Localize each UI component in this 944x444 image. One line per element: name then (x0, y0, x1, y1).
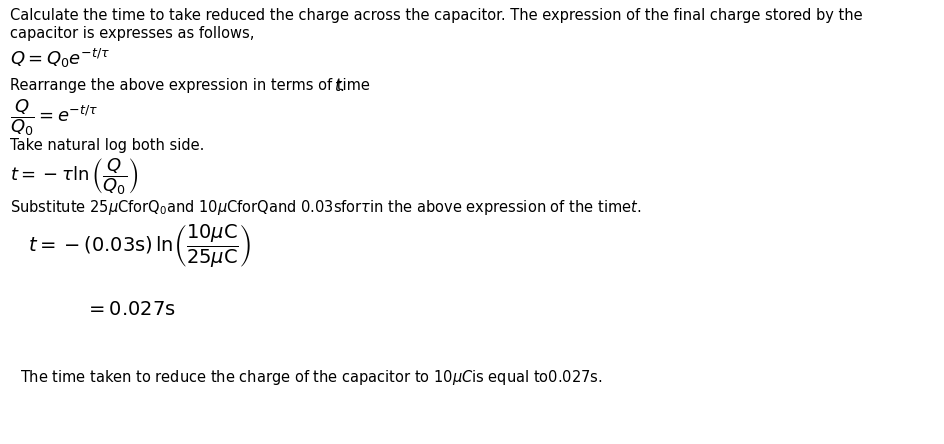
Text: Rearrange the above expression in terms of time: Rearrange the above expression in terms … (10, 78, 369, 93)
Text: $Q = Q_0 e^{-t/\tau}$: $Q = Q_0 e^{-t/\tau}$ (10, 47, 110, 70)
Text: $\dfrac{Q}{Q_0} = e^{-t/\tau}$: $\dfrac{Q}{Q_0} = e^{-t/\tau}$ (10, 97, 98, 138)
Text: Take natural log both side.: Take natural log both side. (10, 138, 204, 153)
Text: $= 0.027\mathrm{s}$: $= 0.027\mathrm{s}$ (85, 300, 176, 319)
Text: Substitute $25\mu$CforQ$_0$and $10\mu$CforQand 0.03sfor$\tau$in the above expres: Substitute $25\mu$CforQ$_0$and $10\mu$Cf… (10, 198, 641, 217)
Text: The time taken to reduce the charge of the capacitor to $10\mu C$is equal to$0.0: The time taken to reduce the charge of t… (20, 368, 602, 387)
Text: $t = -(0.03\mathrm{s})\,\ln\!\left(\dfrac{10\mu\mathrm{C}}{25\mu\mathrm{C}}\righ: $t = -(0.03\mathrm{s})\,\ln\!\left(\dfra… (28, 222, 250, 269)
Text: $t$.: $t$. (333, 78, 345, 94)
Text: $t = -\tau \ln\left(\dfrac{Q}{Q_0}\right)$: $t = -\tau \ln\left(\dfrac{Q}{Q_0}\right… (10, 156, 139, 197)
Text: capacitor is expresses as follows,: capacitor is expresses as follows, (10, 26, 254, 41)
Text: Calculate the time to take reduced the charge across the capacitor. The expressi: Calculate the time to take reduced the c… (10, 8, 862, 23)
